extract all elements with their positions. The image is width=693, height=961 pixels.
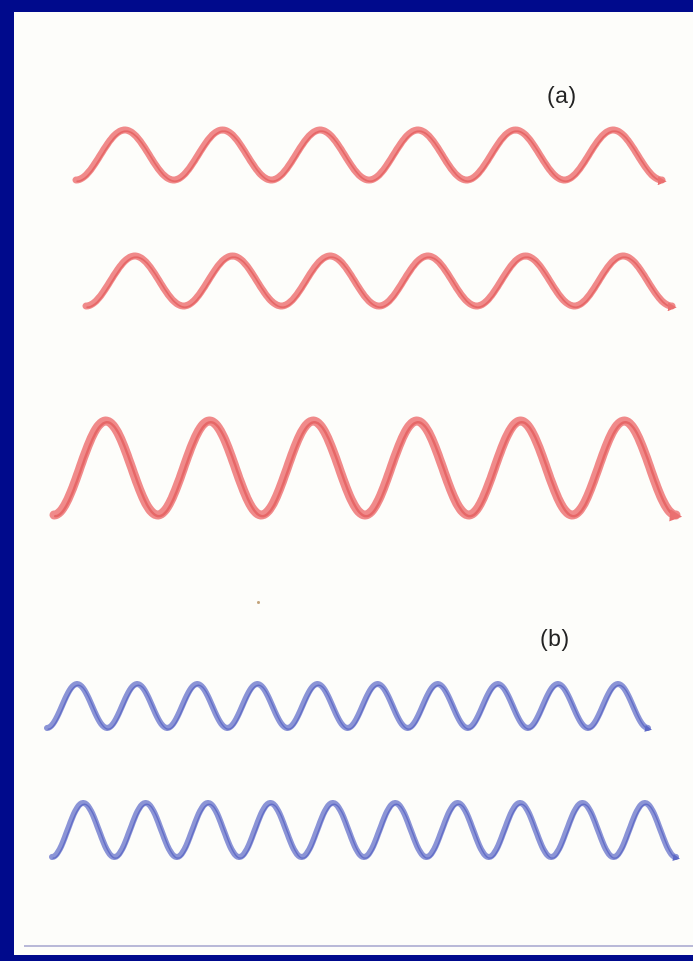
wave-b-2-ribbon [49, 800, 679, 860]
wave-b-1 [47, 684, 652, 732]
wave-a-1 [76, 130, 667, 186]
wave-a-2-ribbon [82, 252, 676, 310]
wave-b-1-ribbon [44, 681, 651, 731]
speck [257, 601, 260, 604]
label-b: (b) [540, 625, 570, 651]
wave-a-3-ribbon [49, 416, 681, 520]
label-a: (a) [547, 82, 577, 108]
bottom-rule [24, 945, 693, 947]
wave-a-3 [53, 420, 683, 522]
wave-a-2 [86, 256, 677, 312]
wave-b-2 [52, 803, 680, 861]
wave-a-1-ribbon [72, 126, 666, 184]
